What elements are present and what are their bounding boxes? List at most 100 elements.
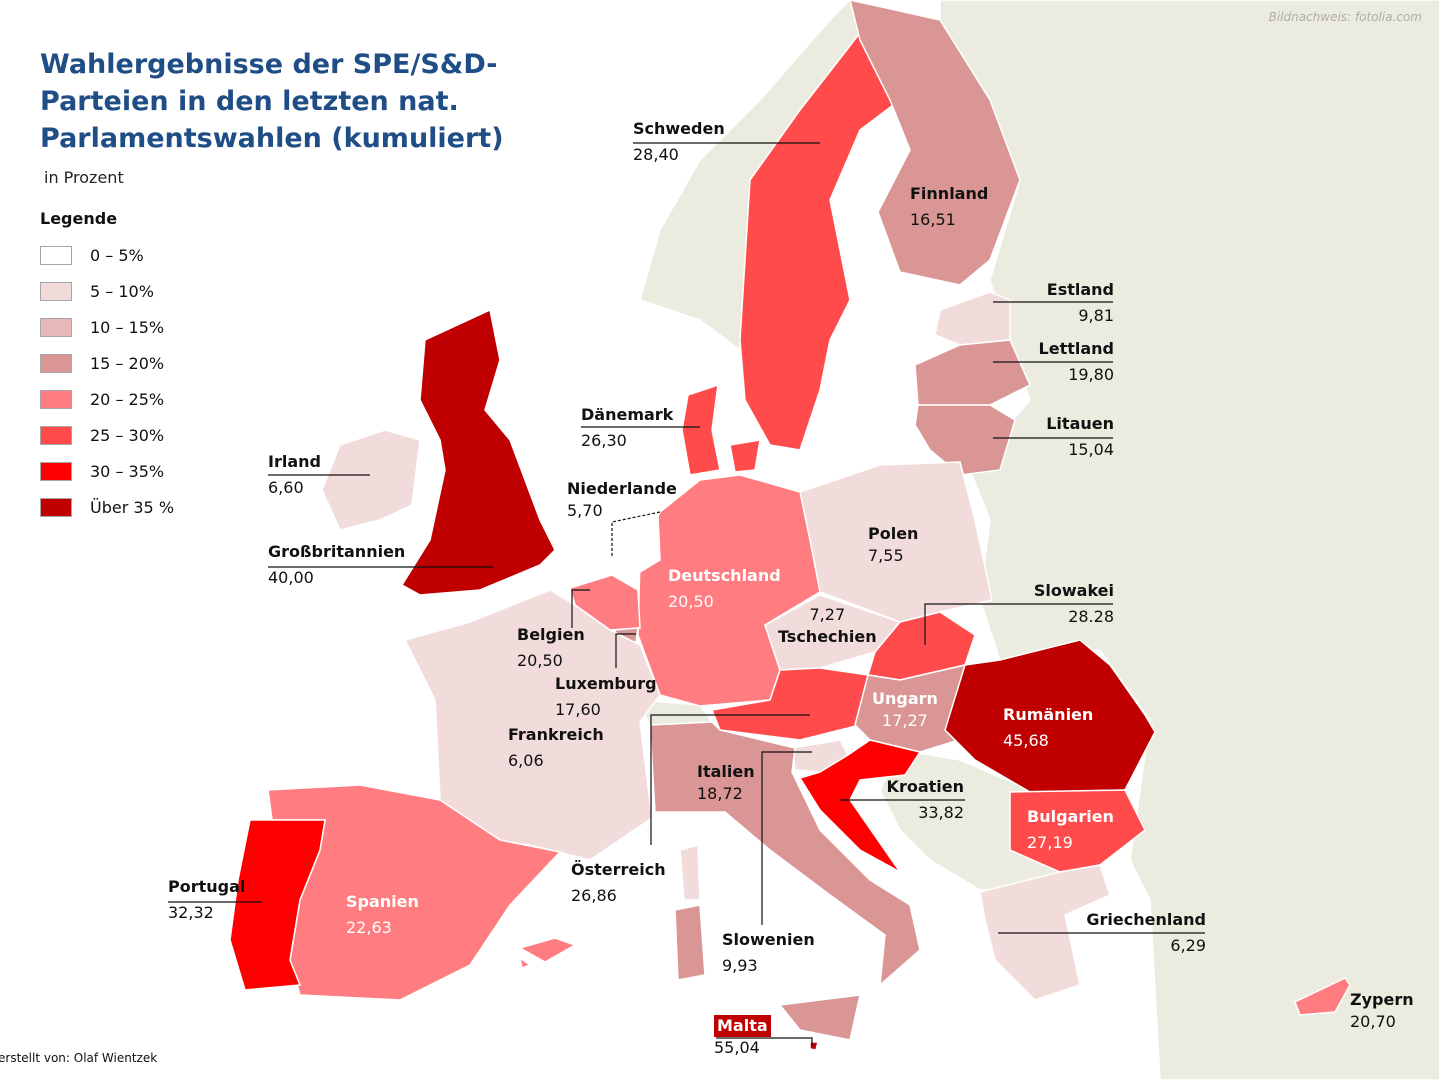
country-croatia[interactable] bbox=[798, 739, 922, 873]
country-estonia[interactable] bbox=[934, 291, 1011, 346]
legend-item: 25 – 30% bbox=[40, 425, 164, 445]
country-name: Ungarn bbox=[872, 689, 938, 708]
label-irland: Irland 6,60 bbox=[268, 451, 321, 499]
country-finland[interactable] bbox=[849, 0, 1021, 286]
country-italy[interactable] bbox=[649, 721, 921, 987]
country-name: Italien bbox=[697, 762, 755, 781]
country-name: Zypern bbox=[1350, 990, 1414, 1009]
label-spanien: Spanien 22,63 bbox=[346, 891, 419, 939]
country-sweden[interactable] bbox=[739, 18, 901, 451]
legend-title: Legende bbox=[40, 209, 118, 228]
label-oesterreich: Österreich 26,86 bbox=[571, 859, 666, 907]
country-lithuania[interactable] bbox=[914, 404, 1016, 476]
country-uk[interactable] bbox=[400, 308, 556, 596]
label-daenemark: Dänemark 26,30 bbox=[581, 404, 673, 452]
island-balearics[interactable] bbox=[518, 937, 577, 970]
country-name: Bulgarien bbox=[1027, 807, 1114, 826]
country-value: 17,60 bbox=[555, 700, 601, 719]
country-name: Österreich bbox=[571, 860, 666, 879]
country-name: Spanien bbox=[346, 892, 419, 911]
label-slowakei: Slowakei 28.28 bbox=[1034, 580, 1114, 628]
country-denmark[interactable] bbox=[681, 383, 761, 476]
map-subtitle: in Prozent bbox=[44, 168, 124, 187]
legend-item: 30 – 35% bbox=[40, 461, 164, 481]
label-slowenien: Slowenien 9,93 bbox=[722, 929, 815, 977]
legend-label: Über 35 % bbox=[90, 497, 175, 517]
island-corsica[interactable] bbox=[679, 844, 701, 901]
country-value: 7,55 bbox=[868, 546, 904, 565]
country-name: Estland bbox=[1046, 280, 1114, 299]
legend-label: 15 – 20% bbox=[90, 353, 165, 373]
legend-item: 10 – 15% bbox=[40, 317, 164, 337]
label-grossbritannien: Großbritannien 40,00 bbox=[268, 541, 405, 589]
legend-swatch bbox=[40, 353, 72, 373]
country-name: Rumänien bbox=[1003, 705, 1094, 724]
label-bulgarien: Bulgarien 27,19 bbox=[1027, 806, 1114, 854]
label-kroatien: Kroatien 33,82 bbox=[887, 776, 964, 824]
country-value: 27,19 bbox=[1027, 833, 1073, 852]
country-value: 20,50 bbox=[668, 592, 714, 611]
legend-item: Über 35 % bbox=[40, 497, 174, 517]
label-rumaenien: Rumänien 45,68 bbox=[1003, 704, 1093, 752]
country-value: 6,29 bbox=[1170, 936, 1206, 955]
country-value: 18,72 bbox=[697, 784, 743, 803]
leader-line-slowenien bbox=[761, 751, 812, 925]
country-value: 19,80 bbox=[1068, 365, 1114, 384]
legend-swatch bbox=[40, 281, 72, 301]
legend-label: 0 – 5% bbox=[90, 245, 144, 265]
country-value: 6,06 bbox=[508, 751, 544, 770]
country-name: Luxemburg bbox=[555, 674, 657, 693]
map-title: Wahlergebnisse der SPE/S&D-Parteien in d… bbox=[40, 49, 504, 154]
country-name: Großbritannien bbox=[268, 542, 406, 561]
label-belgien: Belgien 20,50 bbox=[517, 624, 585, 672]
country-name: Polen bbox=[868, 524, 919, 543]
country-value: 32,32 bbox=[168, 903, 214, 922]
author-credit: erstellt von: Olaf Wientzek bbox=[0, 1051, 158, 1065]
legend-swatch bbox=[40, 317, 72, 337]
country-latvia[interactable] bbox=[914, 339, 1031, 406]
country-ireland[interactable] bbox=[321, 429, 421, 531]
label-deutschland: Deutschland 20,50 bbox=[668, 565, 781, 613]
country-name: Litauen bbox=[1046, 414, 1114, 433]
country-malta[interactable] bbox=[809, 1041, 819, 1051]
country-value: 40,00 bbox=[268, 568, 314, 587]
legend-item: 0 – 5% bbox=[40, 245, 144, 265]
country-value: 22,63 bbox=[346, 918, 392, 937]
label-malta: Malta 55,04 bbox=[714, 1015, 771, 1059]
label-zypern: Zypern 20,70 bbox=[1350, 989, 1414, 1033]
country-value: 26,86 bbox=[571, 886, 617, 905]
country-name: Malta bbox=[714, 1015, 771, 1037]
label-litauen: Litauen 15,04 bbox=[1046, 413, 1114, 461]
label-niederlande: Niederlande 5,70 bbox=[567, 478, 677, 522]
legend-item: 15 – 20% bbox=[40, 353, 164, 373]
country-value: 15,04 bbox=[1068, 440, 1114, 459]
country-romania[interactable] bbox=[944, 639, 1156, 793]
country-portugal[interactable] bbox=[229, 819, 326, 991]
country-name: Lettland bbox=[1038, 339, 1114, 358]
island-sardinia[interactable] bbox=[674, 904, 706, 981]
country-cyprus[interactable] bbox=[1294, 977, 1351, 1016]
label-portugal: Portugal 32,32 bbox=[168, 876, 245, 924]
country-name: Kroatien bbox=[886, 777, 964, 796]
country-name: Niederlande bbox=[567, 479, 677, 498]
country-name: Belgien bbox=[517, 625, 585, 644]
legend-label: 30 – 35% bbox=[90, 461, 165, 481]
label-finnland: Finnland 16,51 bbox=[910, 183, 988, 231]
country-value: 33,82 bbox=[918, 803, 964, 822]
leader-lines bbox=[168, 142, 1205, 1046]
leader-line-niederlande bbox=[611, 511, 661, 556]
leader-line-slowakei bbox=[924, 603, 1113, 645]
country-name: Schweden bbox=[633, 119, 725, 138]
label-estland: Estland 9,81 bbox=[1047, 279, 1114, 327]
label-tschechien: 7,27 Tschechien bbox=[778, 604, 877, 648]
country-value: 26,30 bbox=[581, 431, 627, 450]
legend-label: 25 – 30% bbox=[90, 425, 165, 445]
legend-swatch bbox=[40, 497, 72, 517]
country-value: 5,70 bbox=[567, 501, 603, 520]
country-value: 16,51 bbox=[910, 210, 956, 229]
label-schweden: Schweden 28,40 bbox=[633, 118, 725, 166]
island-sicily[interactable] bbox=[778, 994, 861, 1041]
country-value: 7,27 bbox=[809, 605, 846, 624]
country-value: 9,93 bbox=[722, 956, 758, 975]
